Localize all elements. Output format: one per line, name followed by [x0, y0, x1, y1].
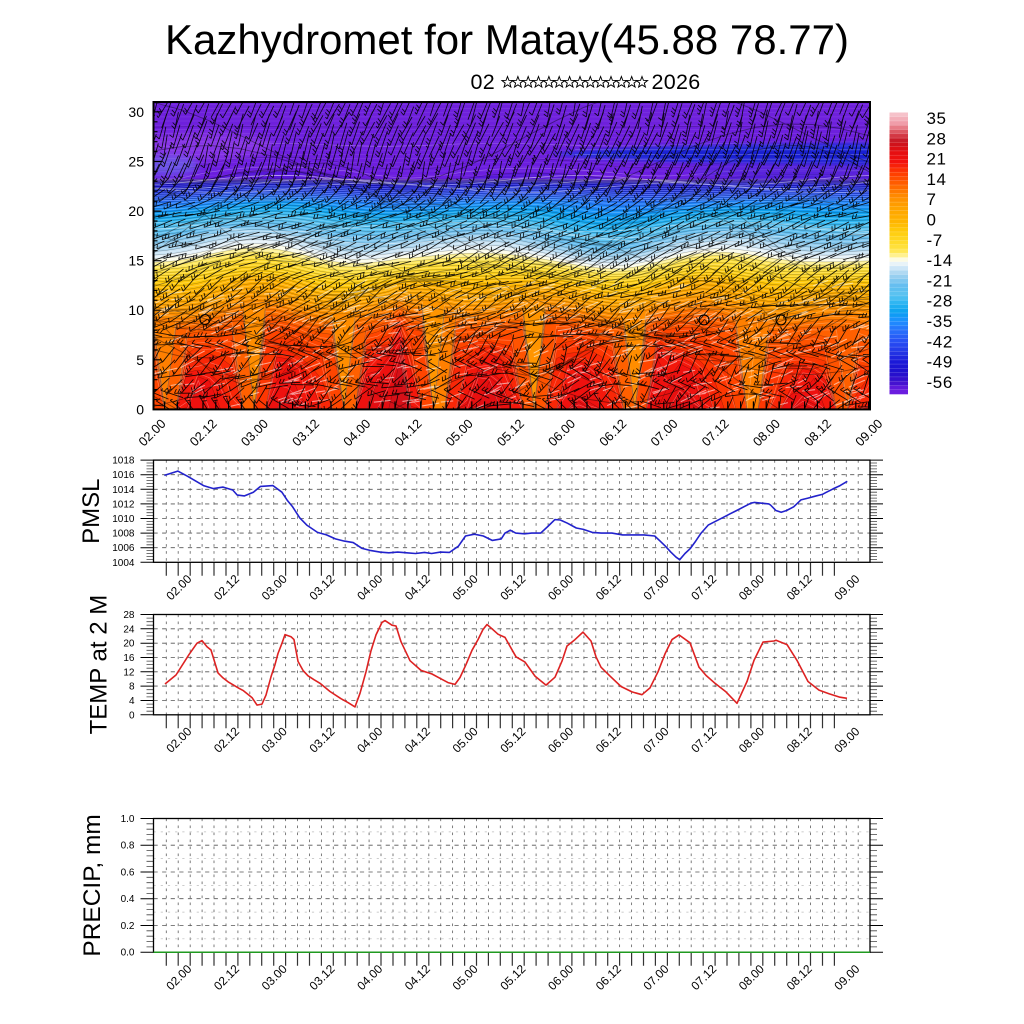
svg-text:4: 4 — [129, 696, 135, 707]
svg-text:0: 0 — [129, 710, 135, 721]
svg-text:PMSL: PMSL — [78, 479, 105, 544]
svg-text:8: 8 — [129, 682, 135, 693]
svg-text:20: 20 — [128, 203, 144, 219]
svg-text:0.0: 0.0 — [121, 948, 135, 959]
svg-text:28: 28 — [123, 610, 135, 621]
svg-text:7: 7 — [927, 190, 937, 209]
svg-text:0.4: 0.4 — [121, 894, 135, 905]
svg-text:-28: -28 — [927, 292, 953, 311]
svg-text:24: 24 — [123, 624, 135, 635]
svg-text:1004: 1004 — [112, 558, 135, 569]
svg-text:1016: 1016 — [112, 470, 135, 481]
svg-text:1008: 1008 — [112, 529, 135, 540]
svg-text:02: 02 — [470, 70, 495, 94]
svg-text:14: 14 — [927, 170, 947, 189]
svg-text:1010: 1010 — [112, 514, 135, 525]
svg-text:0.8: 0.8 — [121, 841, 135, 852]
svg-text:5: 5 — [136, 352, 144, 368]
svg-text:16: 16 — [123, 653, 135, 664]
svg-text:-42: -42 — [927, 332, 953, 351]
svg-text:0: 0 — [136, 401, 144, 417]
svg-text:TEMP at 2 M: TEMP at 2 M — [86, 595, 113, 735]
svg-text:0.6: 0.6 — [121, 868, 135, 879]
svg-text:15: 15 — [128, 253, 144, 269]
svg-text:-49: -49 — [927, 353, 953, 372]
svg-text:2026: 2026 — [652, 70, 701, 94]
svg-text:0: 0 — [927, 211, 937, 230]
svg-text:1006: 1006 — [112, 543, 135, 554]
svg-text:Kazhydromet for Matay(45.88 78: Kazhydromet for Matay(45.88 78.77) — [165, 16, 849, 63]
svg-text:-56: -56 — [927, 373, 953, 392]
svg-text:1012: 1012 — [112, 499, 135, 510]
svg-text:20: 20 — [123, 639, 135, 650]
svg-text:-7: -7 — [927, 231, 943, 250]
svg-text:PRECIP, mm: PRECIP, mm — [79, 814, 106, 957]
svg-text:35: 35 — [927, 109, 947, 128]
svg-text:25: 25 — [128, 154, 144, 170]
svg-text:1014: 1014 — [112, 485, 135, 496]
svg-text:28: 28 — [927, 129, 947, 148]
svg-text:1018: 1018 — [112, 456, 135, 467]
svg-text:-35: -35 — [927, 312, 953, 331]
svg-text:0.2: 0.2 — [121, 921, 135, 932]
svg-text:30: 30 — [128, 104, 144, 120]
svg-text:10: 10 — [128, 302, 144, 318]
svg-text:-21: -21 — [927, 271, 953, 290]
svg-text:21: 21 — [927, 150, 947, 169]
svg-text:1.0: 1.0 — [121, 814, 135, 825]
svg-text:12: 12 — [123, 667, 135, 678]
svg-text:-14: -14 — [927, 251, 953, 270]
